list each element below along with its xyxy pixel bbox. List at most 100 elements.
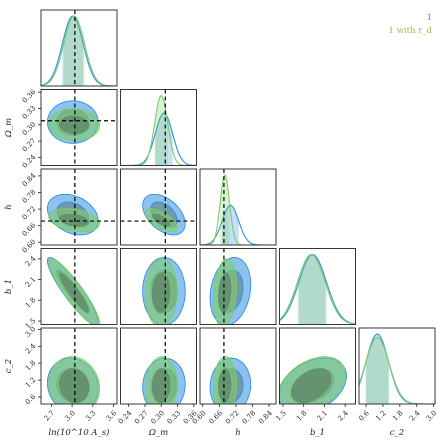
y-tick-label: 0.27	[21, 137, 38, 154]
y-tick-label: 0.36	[21, 88, 38, 105]
marginal-curve-1 with r_d	[41, 15, 117, 86]
contour-68-1 with r_d	[57, 114, 91, 136]
legend-entry-2: 1 with r_d	[389, 26, 433, 36]
panel-content	[46, 328, 101, 404]
contour-95-1 with r_d	[48, 108, 101, 142]
panel-content	[120, 89, 197, 166]
x-tick-label: 0.27	[133, 409, 150, 426]
panel-frame	[199, 327, 277, 405]
panel-frame	[199, 168, 277, 246]
marginal-shade-1	[62, 16, 84, 86]
y-axis-label-b1: b_1	[4, 279, 14, 294]
x-axis-label-h: h	[235, 428, 240, 438]
panel-c2-c2: 0.6 1.2 1.8 2.4 3.0 c_2	[357, 327, 439, 438]
marginal-shade-1	[366, 334, 389, 404]
contour-68-1 with r_d	[57, 271, 91, 315]
x-tick-label: 0.6	[357, 409, 371, 423]
contour-95-1 with r_d	[212, 356, 237, 404]
x-tick-label: 0.66	[207, 409, 224, 426]
contour-68-1 with r_d	[150, 212, 172, 228]
x-tick-label: 3.3	[84, 409, 98, 423]
y-tick-label: 1.8	[24, 359, 38, 373]
y-tick-label: 0.66	[21, 221, 38, 238]
x-tick-label: 0.33	[166, 409, 183, 426]
panel-frame	[120, 248, 197, 325]
contour-95-1 with r_d	[279, 356, 346, 404]
y-tick-label: 2.4	[24, 254, 38, 268]
panel-content	[279, 356, 347, 404]
y-tick-label: 0.6	[24, 392, 38, 406]
panel-content	[209, 328, 252, 404]
marginal-curve-1 with r_d	[200, 174, 276, 245]
panel-lnAs-c2: 2.7 3.0 3.3 3.6ln(10^10 A_s)0.61.21.82.43.0…	[4, 325, 119, 438]
panels-layer: 0.240.270.300.330.36Ω_m0.600.660.720.780…	[4, 9, 439, 438]
x-axis-label-Omega_m: Ω_m	[148, 428, 168, 438]
legend-entry-1: 1	[427, 13, 432, 23]
panel-content	[209, 248, 252, 325]
x-axis-label-c2: c_2	[390, 428, 404, 438]
x-axis-label-b1: b_1	[310, 428, 325, 438]
x-tick-label: 2.4	[408, 409, 422, 423]
x-tick-label: 0.24	[117, 409, 134, 426]
y-axis-label-Omega_m: Ω_m	[4, 118, 14, 138]
x-axis-label-lnAs: ln(10^10 A_s)	[48, 427, 109, 438]
x-tick-label: 2.1	[316, 409, 330, 423]
panel-frame	[358, 327, 436, 405]
panel-frame	[120, 327, 197, 405]
contour-95-1 with r_d	[144, 258, 178, 325]
y-tick-label: 1.8	[24, 296, 38, 310]
panel-h-h	[199, 168, 277, 246]
y-tick-label: 0.30	[21, 121, 38, 138]
y-tick-label: 2.1	[24, 275, 38, 289]
panel-content	[41, 89, 117, 166]
panel-h-c2: 0.60 0.66 0.72 0.78 0.84h	[191, 327, 277, 438]
panel-frame	[199, 248, 277, 325]
x-tick-label: 2.4	[336, 409, 350, 423]
x-tick-label: 0.30	[149, 409, 166, 426]
panel-frame	[279, 327, 356, 405]
panel-Omega_m-c2: 0.24 0.27 0.30 0.33 0.36Ω_m	[117, 327, 199, 438]
x-tick-label: 1.8	[391, 409, 405, 423]
panel-Omega_m-Omega_m	[120, 89, 197, 166]
panel-frame	[120, 168, 197, 246]
panel-lnAs-lnAs	[40, 9, 118, 87]
y-tick-label: 2.4	[24, 342, 38, 356]
panel-frame	[40, 168, 118, 246]
panel-frame	[40, 327, 118, 405]
panel-Omega_m-b1	[120, 248, 197, 325]
panel-content	[142, 328, 186, 404]
marginal-shade-1 with r_d	[154, 95, 168, 166]
panel-frame	[40, 89, 118, 166]
y-axis-label-c2: c_2	[4, 359, 14, 373]
panel-frame	[40, 9, 118, 87]
panel-b1-c2: 1.5 1.8 2.1 2.4 b_1	[274, 327, 356, 438]
marginal-shade-1 with r_d	[297, 254, 326, 325]
contour-68-1 with r_d	[150, 271, 172, 315]
x-tick-label: 3.0	[425, 409, 439, 423]
contour-68-1 with r_d	[150, 367, 172, 404]
marginal-shade-1	[298, 254, 327, 325]
contour-68-1 with r_d	[57, 212, 91, 228]
y-tick-label: 0.78	[21, 188, 38, 205]
marginal-shade-1 with r_d	[365, 337, 390, 404]
marginal-shade-1 with r_d	[220, 175, 230, 245]
x-tick-label: 1.5	[274, 409, 288, 423]
x-tick-label: 0.84	[257, 409, 274, 426]
panel-lnAs-h: 0.600.660.720.780.84 h	[4, 168, 118, 255]
contour-95-1 with r_d	[48, 356, 101, 404]
y-tick-label: 0.33	[21, 104, 38, 121]
contour-95-1 with r_d	[144, 356, 178, 404]
panel-content	[41, 10, 117, 86]
contour-95-1 with r_d	[144, 208, 178, 233]
x-tick-label: 1.2	[374, 409, 388, 423]
panel-frame	[279, 248, 356, 325]
panel-content	[279, 254, 356, 325]
panel-content	[142, 248, 186, 325]
x-tick-label: 2.7	[43, 409, 57, 423]
y-tick-label: 0.24	[21, 153, 38, 170]
y-tick-label: 0.72	[21, 205, 38, 222]
panel-content	[46, 248, 101, 325]
panel-h-b1	[199, 248, 277, 325]
marginal-curve-1	[279, 254, 356, 325]
